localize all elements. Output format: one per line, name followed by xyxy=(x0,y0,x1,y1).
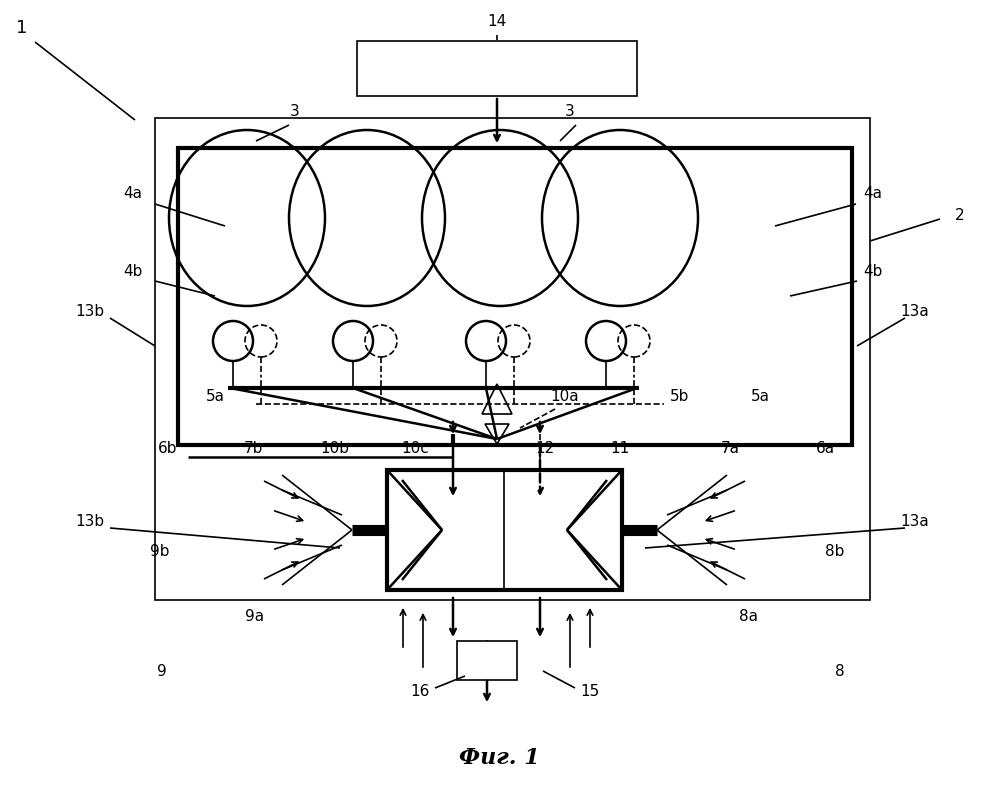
Text: 9: 9 xyxy=(157,664,167,679)
Text: 1: 1 xyxy=(16,19,28,37)
Text: 7a: 7a xyxy=(720,441,739,456)
Text: 13b: 13b xyxy=(76,304,105,319)
Text: 5a: 5a xyxy=(750,389,769,404)
Bar xyxy=(155,118,870,600)
Text: 13b: 13b xyxy=(76,514,105,529)
Text: 7b: 7b xyxy=(244,441,263,456)
Text: 8a: 8a xyxy=(738,609,757,624)
Bar xyxy=(178,148,852,445)
Text: 5a: 5a xyxy=(206,389,225,404)
Text: Фиг. 1: Фиг. 1 xyxy=(459,747,539,769)
Text: 12: 12 xyxy=(535,441,554,456)
Text: 8b: 8b xyxy=(825,544,845,559)
Text: 16: 16 xyxy=(411,684,430,699)
Text: 3: 3 xyxy=(565,104,574,119)
Text: 14: 14 xyxy=(488,14,506,29)
Text: 9a: 9a xyxy=(246,609,265,624)
Text: 10c: 10c xyxy=(402,441,429,456)
Text: 6a: 6a xyxy=(815,441,834,456)
Bar xyxy=(357,41,637,96)
Text: 4b: 4b xyxy=(863,264,883,279)
Text: 3: 3 xyxy=(290,104,300,119)
Text: 9b: 9b xyxy=(150,544,170,559)
Text: 15: 15 xyxy=(580,684,599,699)
Text: 4b: 4b xyxy=(123,264,143,279)
Text: 5b: 5b xyxy=(670,389,689,404)
Text: 13a: 13a xyxy=(901,304,929,319)
Text: 4a: 4a xyxy=(863,186,882,201)
Bar xyxy=(387,470,622,590)
Text: 10b: 10b xyxy=(321,441,350,456)
Text: 13a: 13a xyxy=(901,514,929,529)
Text: 8: 8 xyxy=(835,664,845,679)
Bar xyxy=(457,641,517,680)
Text: 4a: 4a xyxy=(124,186,143,201)
Text: 10a: 10a xyxy=(550,389,579,404)
Text: 2: 2 xyxy=(955,209,965,224)
Text: 6b: 6b xyxy=(158,441,178,456)
Text: 11: 11 xyxy=(610,441,629,456)
